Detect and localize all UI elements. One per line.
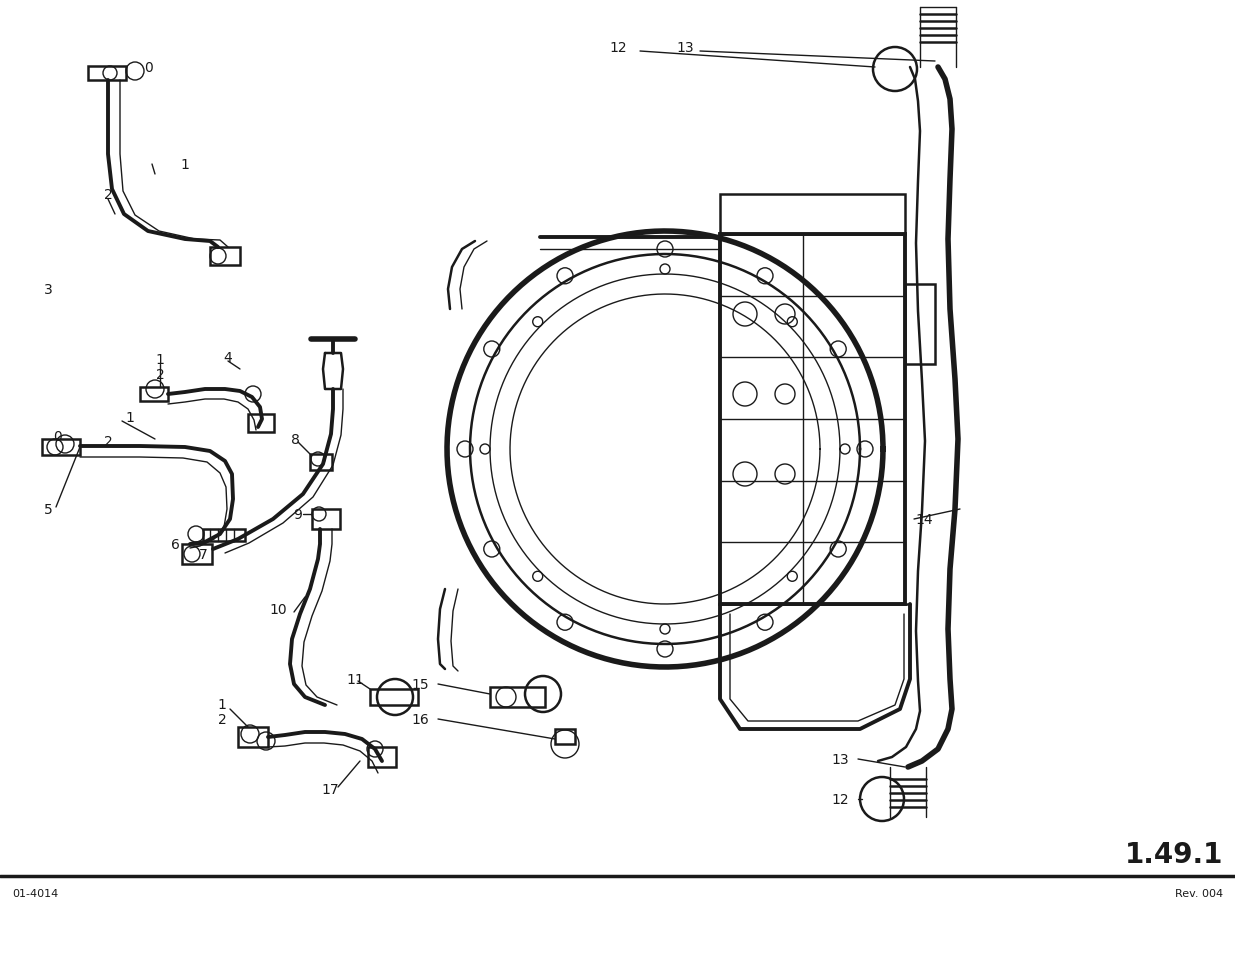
Bar (140, 388, 168, 401)
Text: 4: 4 (224, 351, 232, 365)
Text: 13: 13 (677, 41, 694, 55)
Text: 1: 1 (180, 158, 189, 172)
Text: 12: 12 (609, 41, 627, 55)
Text: 10: 10 (269, 602, 287, 617)
Text: 8: 8 (290, 433, 299, 447)
Text: 2: 2 (104, 188, 112, 202)
Text: 17: 17 (321, 782, 338, 796)
Text: 13: 13 (831, 752, 848, 766)
Bar (490, 687, 545, 707)
Text: 11: 11 (346, 672, 364, 686)
Text: 01-4014: 01-4014 (12, 888, 58, 898)
Text: 1: 1 (156, 353, 164, 367)
Bar (310, 455, 332, 471)
Bar (312, 510, 340, 530)
Text: 15: 15 (411, 678, 429, 691)
Text: 0: 0 (53, 430, 62, 443)
Text: 1.49.1: 1.49.1 (1125, 841, 1223, 868)
Text: 14: 14 (915, 513, 932, 526)
Text: 3: 3 (43, 283, 52, 296)
Bar (905, 285, 935, 365)
Text: 2: 2 (104, 435, 112, 449)
Bar (720, 194, 905, 234)
Bar (210, 248, 240, 266)
Text: 16: 16 (411, 712, 429, 726)
Text: 7: 7 (199, 547, 207, 561)
Bar (203, 530, 245, 541)
Text: 2: 2 (156, 368, 164, 381)
Bar (555, 729, 576, 744)
Bar (368, 747, 396, 767)
Bar (182, 544, 212, 564)
Text: 0: 0 (143, 61, 152, 75)
Bar (42, 439, 80, 456)
Bar (720, 234, 905, 604)
Bar (370, 689, 417, 705)
Bar (238, 727, 268, 747)
Text: 6: 6 (170, 537, 179, 552)
Text: 9: 9 (294, 507, 303, 521)
Text: 12: 12 (831, 792, 848, 806)
Bar (88, 67, 126, 81)
Text: 2: 2 (217, 712, 226, 726)
Text: 5: 5 (43, 502, 52, 517)
Text: 1: 1 (126, 411, 135, 424)
Text: 1: 1 (217, 698, 226, 711)
Bar (248, 415, 274, 433)
Text: Rev. 004: Rev. 004 (1174, 888, 1223, 898)
